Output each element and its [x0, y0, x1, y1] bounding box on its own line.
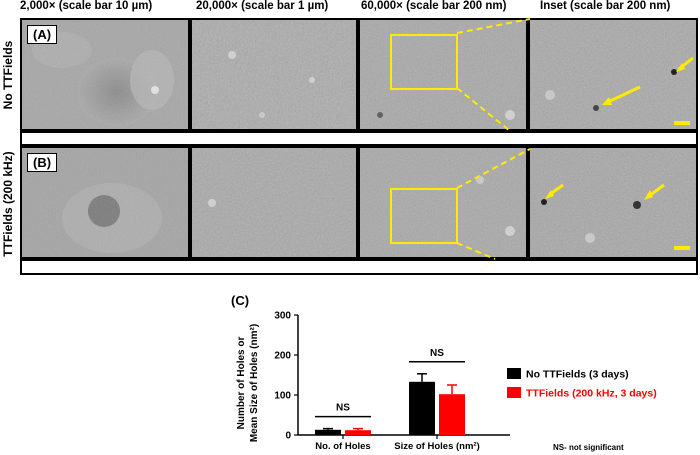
micrograph-b-20000x	[190, 146, 358, 259]
micrograph-image	[22, 20, 188, 129]
row-label-no-ttfields: No TTFields	[1, 40, 15, 110]
micrograph-image	[192, 20, 356, 129]
y-axis-label-line1: Number of Holes or	[236, 337, 247, 430]
bar	[409, 381, 435, 435]
micrograph-b-2000x: (B)	[20, 146, 190, 259]
micrograph-image	[192, 148, 356, 257]
y-tick-label: 300	[274, 311, 291, 322]
x-tick-label: No. of Holes	[315, 441, 370, 452]
bar	[439, 394, 465, 435]
legend-label: TTFields (200 kHz, 3 days)	[526, 388, 657, 400]
y-tick-label: 100	[274, 391, 291, 402]
micrograph-image	[530, 148, 696, 257]
inset-highlight-box	[390, 188, 458, 244]
significance-label: NS	[336, 403, 350, 414]
y-tick-label: 0	[285, 431, 291, 442]
inset-highlight-box	[390, 34, 458, 90]
legend-label: No TTFields (3 days)	[526, 369, 629, 381]
micrograph-a-20000x	[190, 18, 358, 131]
y-tick-label: 200	[274, 351, 291, 362]
footnote: NS- not significant	[553, 443, 624, 452]
bar-chart: (C) Number of Holes or Mean Size of Hole…	[231, 293, 657, 452]
y-axis-label-line2: Mean Size of Holes (nm²)	[249, 324, 260, 442]
scale-bar	[674, 121, 690, 125]
x-tick-label: Size of Holes (nm²)	[394, 441, 480, 452]
blank-strip-a	[20, 131, 698, 146]
micrograph-a-2000x: (A)	[20, 18, 190, 131]
micrograph-a-60000x	[358, 18, 528, 131]
column-header-2000x: 2,000× (scale bar 10 µm)	[20, 0, 153, 12]
panel-label-b: (B)	[27, 153, 58, 172]
micrograph-a-inset	[528, 18, 698, 131]
legend-swatch	[507, 368, 521, 379]
legend-swatch	[507, 387, 521, 398]
micrograph-b-inset	[528, 146, 698, 259]
bar	[315, 429, 341, 435]
bar	[345, 430, 371, 435]
column-header-inset: Inset (scale bar 200 nm)	[540, 0, 671, 12]
panel-label-a: (A)	[27, 25, 58, 44]
micrograph-image	[530, 20, 696, 129]
column-header-20000x: 20,000× (scale bar 1 µm)	[196, 0, 329, 12]
scale-bar	[674, 246, 690, 250]
chart-panel-label: (C)	[231, 293, 249, 308]
micrograph-image	[360, 148, 526, 257]
row-label-ttfields: TTFields (200 kHz)	[1, 151, 15, 257]
micrograph-b-60000x	[358, 146, 528, 259]
column-header-60000x: 60,000× (scale bar 200 nm)	[361, 0, 507, 12]
significance-label: NS	[430, 348, 444, 359]
blank-strip-b	[20, 259, 698, 275]
